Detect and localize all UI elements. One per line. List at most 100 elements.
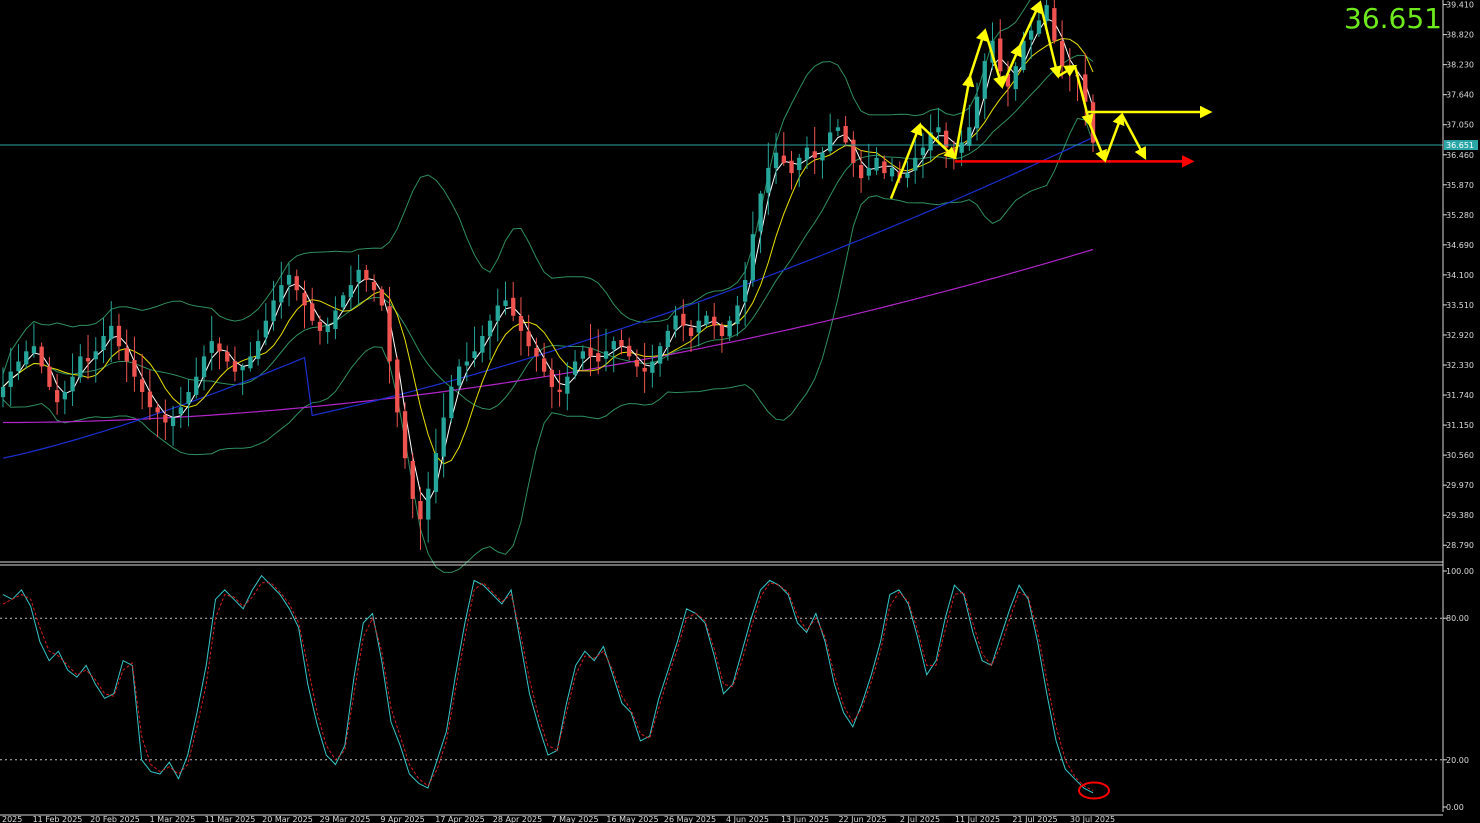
candle-body (232, 361, 238, 372)
candle-body (542, 358, 547, 372)
candle-body (240, 366, 245, 371)
candle (263, 303, 268, 346)
date-tick-label: 20 Mar 2025 (262, 815, 313, 823)
candle-body (116, 325, 122, 347)
candle (0, 367, 6, 408)
candle (920, 133, 926, 179)
candle-body (789, 160, 794, 174)
candle-body (201, 356, 207, 378)
candle (240, 363, 245, 395)
candle-body (882, 161, 887, 174)
candle-body (472, 351, 477, 358)
price-path-segment (1000, 43, 1022, 88)
price-tick-label: 30.560 (1446, 451, 1474, 460)
date-tick-label: 26 May 2025 (664, 815, 716, 823)
candle (549, 358, 554, 409)
candle-body (1083, 74, 1088, 102)
candle-body (835, 127, 841, 131)
ma-medium-line (2, 37, 1094, 465)
candle (62, 380, 67, 415)
candle-body (55, 390, 60, 403)
candle (364, 265, 369, 292)
candle-body (348, 285, 353, 298)
candle-body (256, 341, 261, 359)
candle (859, 150, 864, 193)
candle-body (317, 321, 323, 331)
candle-body (178, 407, 183, 415)
date-tick-label: 22 Jun 2025 (838, 815, 886, 823)
candle-body (341, 295, 346, 308)
candle-body (727, 320, 732, 337)
candle (178, 386, 183, 429)
price-tick-label: 39.410 (1446, 1, 1474, 10)
candle-body (480, 336, 485, 353)
date-tick-label: 28 Apr 2025 (493, 815, 542, 823)
candle (658, 342, 663, 377)
candle-body (310, 303, 315, 321)
price-path-segment (1103, 112, 1125, 161)
candle-body (1052, 8, 1057, 41)
candle (603, 328, 609, 372)
candle-body (526, 331, 531, 347)
candle (472, 326, 477, 367)
candle-body (132, 360, 137, 377)
candle-body (735, 305, 740, 324)
candle-body (511, 297, 516, 316)
candle (572, 350, 578, 380)
candle (194, 357, 199, 399)
osc-tick-label: 100.00 (1446, 567, 1474, 576)
candle-body (974, 96, 980, 129)
candle-body (588, 347, 593, 357)
date-tick-label: 21 Jul 2025 (1012, 815, 1057, 823)
price-path-segment (1057, 64, 1078, 78)
price-path-segment (1018, 0, 1042, 47)
price-tick-label: 37.640 (1446, 91, 1474, 100)
candle-body (812, 151, 817, 158)
candle (395, 356, 400, 428)
candle-body (279, 285, 284, 303)
date-tick-label: 4 Jun 2025 (726, 815, 769, 823)
osc-tick-label: 20.00 (1446, 756, 1469, 765)
candle-body (766, 168, 771, 193)
candle (371, 274, 377, 302)
candle-body (371, 282, 377, 291)
price-pane[interactable] (0, 0, 1443, 573)
candle-body (889, 168, 895, 177)
date-tick-label: 1 Mar 2025 (150, 815, 196, 823)
candle (294, 269, 299, 301)
candle (928, 114, 933, 162)
candle-body (828, 132, 833, 152)
candle (24, 340, 29, 369)
date-tick-label: 30 Jul 2025 (1070, 815, 1115, 823)
price-tick-label: 32.330 (1446, 361, 1474, 370)
candle (101, 317, 106, 364)
candle (78, 344, 83, 383)
candle (426, 471, 431, 543)
price-tick-label: 29.970 (1446, 481, 1474, 490)
candle (596, 329, 601, 375)
date-tick-label: 29 Mar 2025 (320, 815, 371, 823)
stochastic-pane[interactable] (0, 574, 1443, 800)
candle (47, 356, 52, 391)
candle-body (62, 392, 67, 400)
candle (627, 337, 632, 361)
date-tick-label: 20 Feb 2025 (90, 815, 140, 823)
candle (109, 301, 114, 363)
candle (974, 82, 980, 141)
candle-body (557, 389, 562, 392)
candle-body (8, 371, 13, 387)
date-tick-label: 17 Apr 2025 (435, 815, 484, 823)
candle-body (186, 392, 191, 404)
candle-body (302, 292, 307, 306)
candle-body (874, 157, 879, 171)
candle-body (696, 320, 701, 333)
candle (387, 286, 392, 384)
date-tick-label: 13 Jun 2025 (781, 815, 829, 823)
candle (874, 147, 879, 175)
candle-body (1021, 40, 1026, 70)
candle (279, 261, 284, 319)
candle-body (928, 132, 933, 151)
price-tick-label: 28.790 (1446, 541, 1474, 550)
candle-body (194, 376, 199, 395)
